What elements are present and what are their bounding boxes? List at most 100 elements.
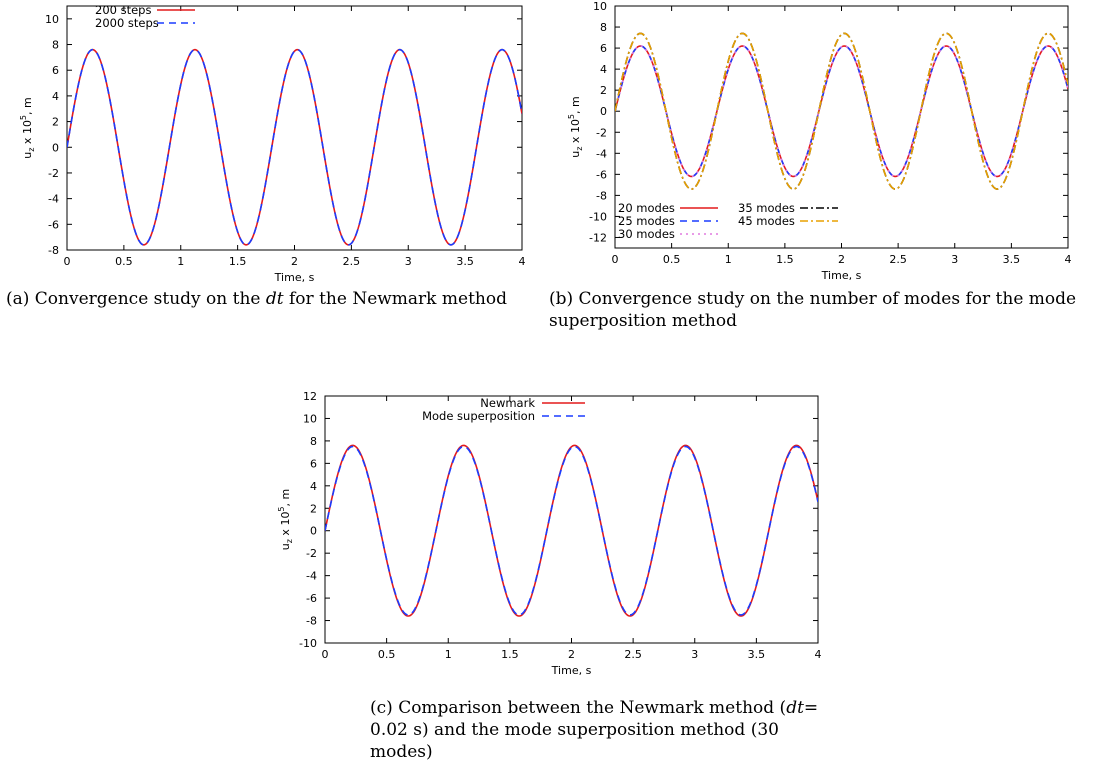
y-tick-label: 4 bbox=[52, 90, 59, 103]
x-tick-label: 1 bbox=[725, 253, 732, 266]
y-tick-label: 8 bbox=[600, 21, 607, 34]
y-tick-label: -2 bbox=[48, 167, 59, 180]
legend-item: 2000 steps bbox=[95, 16, 195, 30]
y-tick-label: 2 bbox=[52, 116, 59, 129]
y-tick-label: -12 bbox=[589, 231, 607, 244]
caption-c-math: dt bbox=[786, 698, 804, 718]
series-line-35-modes bbox=[615, 32, 1068, 190]
y-tick-label: 10 bbox=[593, 0, 607, 13]
y-tick-label: 12 bbox=[303, 390, 317, 403]
legend-label: Newmark bbox=[480, 396, 535, 410]
x-tick-label: 3 bbox=[691, 648, 698, 661]
x-tick-label: 3.5 bbox=[1003, 253, 1021, 266]
legend-label: 45 modes bbox=[738, 214, 795, 228]
series-line-newmark bbox=[325, 444, 818, 617]
caption-b-text: (b) Convergence study on the number of m… bbox=[549, 289, 1077, 331]
x-tick-label: 0.5 bbox=[663, 253, 681, 266]
x-axis-label: Time, s bbox=[551, 664, 592, 677]
legend-item: 20 modes bbox=[618, 201, 718, 215]
y-tick-label: 2 bbox=[310, 502, 317, 515]
caption-a-math: dt bbox=[265, 289, 284, 309]
y-tick-label: -6 bbox=[306, 592, 317, 605]
x-tick-label: 1 bbox=[177, 255, 184, 268]
legend-label: 25 modes bbox=[618, 214, 675, 228]
x-tick-label: 0.5 bbox=[115, 255, 133, 268]
x-axis-label: Time, s bbox=[274, 271, 315, 284]
series-line-200-steps bbox=[67, 48, 522, 246]
y-tick-label: 4 bbox=[600, 63, 607, 76]
series-line-mode-superposition bbox=[325, 445, 818, 616]
y-tick-label: -8 bbox=[48, 244, 59, 257]
caption-c-text-1: (c) Comparison between the Newmark metho… bbox=[370, 698, 787, 718]
x-tick-label: 2.5 bbox=[889, 253, 907, 266]
x-tick-label: 0 bbox=[322, 648, 329, 661]
plot-frame bbox=[614, 5, 1069, 249]
y-tick-label: 0 bbox=[310, 525, 317, 538]
y-tick-label: -4 bbox=[48, 193, 59, 206]
x-tick-label: 2.5 bbox=[343, 255, 361, 268]
series-line-30-modes bbox=[615, 45, 1068, 178]
legend-item: Mode superposition bbox=[422, 409, 585, 423]
legend-item: 25 modes bbox=[618, 214, 718, 228]
x-tick-label: 1.5 bbox=[501, 648, 519, 661]
y-tick-label: -2 bbox=[306, 547, 317, 560]
y-tick-label: -8 bbox=[596, 189, 607, 202]
caption-a-text-2: for the Newmark method bbox=[283, 289, 507, 309]
y-tick-label: 0 bbox=[52, 141, 59, 154]
y-tick-label: -6 bbox=[48, 218, 59, 231]
x-tick-label: 4 bbox=[519, 255, 526, 268]
y-tick-label: -2 bbox=[596, 126, 607, 139]
y-tick-label: 10 bbox=[303, 412, 317, 425]
y-axis-label: uz x 105, m bbox=[277, 489, 294, 551]
x-tick-label: 4 bbox=[1065, 253, 1072, 266]
legend-label: Mode superposition bbox=[422, 409, 535, 423]
y-tick-label: 0 bbox=[600, 105, 607, 118]
legend-item: 45 modes bbox=[738, 214, 838, 228]
y-tick-label: -10 bbox=[589, 210, 607, 223]
caption-a-text-1: (a) Convergence study on the bbox=[6, 289, 266, 309]
legend-item: 30 modes bbox=[618, 227, 718, 241]
legend-label: 200 steps bbox=[95, 3, 151, 17]
y-axis-label: uz x 105, m bbox=[19, 97, 36, 159]
y-tick-label: 4 bbox=[310, 480, 317, 493]
x-tick-label: 0 bbox=[64, 255, 71, 268]
y-tick-label: -10 bbox=[299, 637, 317, 650]
y-tick-label: 8 bbox=[310, 435, 317, 448]
x-tick-label: 0 bbox=[612, 253, 619, 266]
legend-label: 30 modes bbox=[618, 227, 675, 241]
y-tick-label: 10 bbox=[45, 13, 59, 26]
x-tick-label: 3 bbox=[405, 255, 412, 268]
y-tick-label: -8 bbox=[306, 615, 317, 628]
x-tick-label: 2 bbox=[568, 648, 575, 661]
legend-item: 200 steps bbox=[95, 3, 195, 17]
y-tick-label: 6 bbox=[52, 64, 59, 77]
legend-label: 20 modes bbox=[618, 201, 675, 215]
chart-a: 0 0.5 1 1.5 2 2.5 3 3.5 4 -8 -6 -4 -2 0 2 4 6 8 10 Time, s u… bbox=[19, 3, 526, 284]
series-line-20-modes bbox=[615, 45, 1068, 178]
x-axis-label: Time, s bbox=[821, 269, 862, 282]
legend-label: 35 modes bbox=[738, 201, 795, 215]
x-tick-label: 1.5 bbox=[776, 253, 794, 266]
x-tick-label: 2 bbox=[838, 253, 845, 266]
series-line-2000-steps bbox=[67, 48, 522, 246]
series-line-25-modes bbox=[615, 45, 1068, 178]
x-tick-label: 3 bbox=[951, 253, 958, 266]
x-tick-label: 4 bbox=[815, 648, 822, 661]
y-tick-label: 8 bbox=[52, 39, 59, 52]
chart-b: 0 0.5 1 1.5 2 2.5 3 3.5 4 -12 -10 -8 -6 -4 -2 0 2 4 6 8 10 Ti… bbox=[567, 0, 1072, 282]
x-tick-label: 2.5 bbox=[624, 648, 642, 661]
y-tick-label: 2 bbox=[600, 84, 607, 97]
x-tick-label: 3.5 bbox=[456, 255, 474, 268]
y-axis-label: uz x 105, m bbox=[567, 96, 584, 158]
y-tick-label: -6 bbox=[596, 168, 607, 181]
caption-c: (c) Comparison between the Newmark metho… bbox=[370, 697, 840, 763]
legend-item: Newmark bbox=[480, 396, 585, 410]
legend-label: 2000 steps bbox=[95, 16, 159, 30]
x-tick-label: 1.5 bbox=[229, 255, 247, 268]
y-tick-label: 6 bbox=[310, 457, 317, 470]
plot-frame bbox=[66, 5, 523, 251]
series-line-45-modes bbox=[615, 32, 1068, 190]
x-tick-label: 2 bbox=[291, 255, 298, 268]
x-tick-label: 3.5 bbox=[748, 648, 766, 661]
legend-item: 35 modes bbox=[738, 201, 838, 215]
